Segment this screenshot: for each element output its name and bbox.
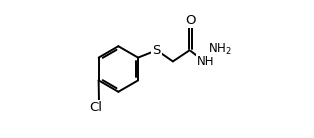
Text: S: S [152, 44, 160, 57]
Text: NH: NH [197, 55, 215, 68]
Text: O: O [185, 14, 196, 27]
Text: Cl: Cl [89, 101, 102, 114]
Text: NH$_2$: NH$_2$ [208, 41, 232, 57]
